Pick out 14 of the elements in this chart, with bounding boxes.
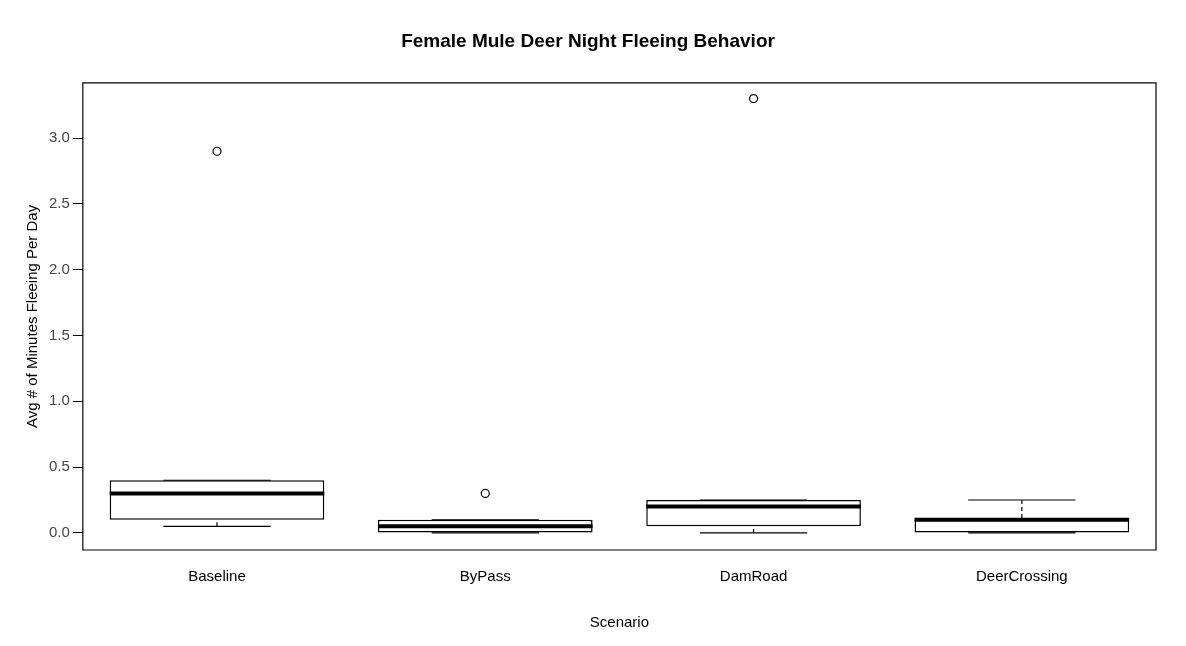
x-axis-title: Scenario bbox=[589, 613, 650, 631]
y-tick-label: 2.5 bbox=[48, 194, 70, 212]
y-tick-label: 2.0 bbox=[48, 259, 70, 277]
y-tick-label: 0.5 bbox=[48, 457, 70, 475]
y-tick-label: 3.0 bbox=[48, 128, 70, 146]
chart-title: Female Mule Deer Night Fleeing Behavior bbox=[401, 29, 776, 51]
y-axis-title: Avg # of Minutes Fleeing Per Day bbox=[23, 204, 41, 428]
y-tick-label: 0.0 bbox=[48, 523, 70, 541]
y-tick-label: 1.0 bbox=[48, 391, 70, 409]
y-tick-label: 1.5 bbox=[48, 325, 70, 343]
x-tick-label: ByPass bbox=[459, 567, 511, 585]
x-tick-label: DamRoad bbox=[719, 567, 788, 585]
x-tick-label: DeerCrossing bbox=[976, 567, 1068, 585]
x-tick-label: Baseline bbox=[188, 567, 246, 585]
